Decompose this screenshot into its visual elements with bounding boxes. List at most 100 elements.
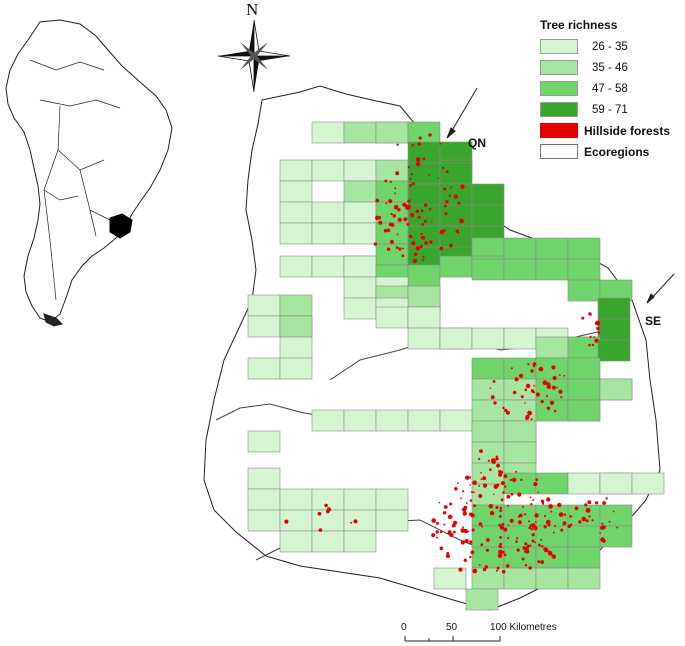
compass-north-dark [249,20,254,56]
grid-cell-37 [311,255,345,278]
hillside-forest-patch-259 [498,544,502,548]
hillside-forest-patch-93 [421,223,425,226]
hillside-forest-patch-340 [584,503,588,507]
compass-diagonals-2 [240,42,268,70]
hillside-forest-patch-97 [465,502,468,505]
hillside-forest-patch-212 [521,505,524,508]
grid-cell-34 [439,225,473,248]
hillside-forest-patch-43 [420,235,426,240]
hillside-forest-patch-94 [386,247,391,251]
hillside-forest-patch-48 [415,157,421,162]
hillside-forest-patch-351 [325,504,328,507]
grid-cell-95 [567,378,601,401]
hillside-forest-patch-323 [588,515,591,518]
hillside-forest-patch-237 [528,520,531,523]
hillside-forest-patch-267 [551,554,556,559]
grid-cell-152 [567,546,601,569]
hillside-forest-patch-50 [409,212,415,218]
hillside-forest-patch-100 [529,496,532,499]
hillside-forest-patch-213 [517,520,523,525]
grid-cell-46 [343,255,377,278]
hillside-forest-patch-260 [470,491,474,494]
hillside-forest-patch-142 [503,553,507,557]
hillside-forest-patch-226 [482,476,487,481]
grid-cell-158 [465,588,499,611]
legend-row-class-1: 26 - 35 [540,36,680,57]
grid-cell-2 [343,121,377,144]
hillside-forest-patch-145 [528,566,532,570]
grid-cell-128 [311,488,345,511]
hillside-forest-patch-64 [378,220,383,225]
hillside-forest-patch-138 [451,524,456,528]
grid-cell-94 [535,378,569,401]
hillside-forest-patch-209 [469,540,473,544]
hillside-forest-patch-241 [484,565,489,569]
grid-cell-27 [439,204,473,227]
hillside-forest-patch-342 [612,510,615,513]
hillside-forest-patch-261 [457,482,459,485]
grid-cell-98 [471,399,505,422]
grid-cell-86 [279,357,313,380]
hillside-forest-patch-13 [394,187,397,190]
hillside-forest-patch-187 [541,502,545,505]
grid-cell-92 [471,378,505,401]
hillside-forest-patch-287 [527,410,532,416]
hillside-forest-patch-203 [540,560,545,564]
hillside-forest-patch-295 [563,374,566,377]
hillside-forest-patch-20 [386,228,391,233]
hillside-forest-patch-258 [543,525,547,529]
hillside-forest-patch-320 [554,409,557,413]
hillside-forest-patch-158 [524,542,528,546]
hillside-forest-patch-336 [595,501,599,505]
hillside-forest-patch-306 [518,373,524,378]
hillside-forest-patch-235 [431,533,436,538]
hillside-forest-patch-157 [505,564,510,568]
hillside-forest-patch-373 [489,468,492,472]
region-label-se: SE [645,314,662,328]
scale-bar [404,636,501,642]
hillside-forest-patch-178 [523,550,527,553]
hillside-forest-patch-333 [585,508,591,513]
hillside-forest-patch-62 [384,179,388,183]
hillside-forest-patch-244 [442,511,447,515]
grid-cell-73 [407,327,441,350]
hillside-forest-patch-69 [450,186,453,189]
hillside-forest-patch-26 [460,184,465,189]
hillside-forest-patch-352 [326,509,330,514]
grid-cell-60 [567,279,601,302]
hillside-forest-patch-312 [525,416,529,420]
hillside-forest-patch-217 [453,520,458,525]
hillside-forest-patch-275 [520,478,523,481]
grid-cell-54 [567,258,601,281]
grid-cell-127 [279,488,313,511]
hillside-forest-patch-177 [453,530,456,534]
grid-cell-13 [279,180,313,203]
grid-cell-4 [375,121,409,144]
hillside-forest-patch-115 [438,501,441,504]
hillside-forest-patch-46 [442,229,446,233]
hillside-forest-patch-37 [396,143,399,146]
hillside-forest-patch-181 [486,538,490,542]
grid-cell-43 [503,237,537,260]
hillside-forest-patch-337 [601,522,604,525]
legend: Tree richness 26 - 35 35 - 46 47 - 58 59… [540,18,680,162]
grid-cell-81 [535,336,569,359]
grid-cell-148 [343,530,377,553]
grid-cell-147 [311,530,345,553]
hillside-forest-patch-216 [524,513,527,516]
hillside-forest-patch-101 [530,503,533,506]
hillside-forest-patch-311 [540,400,544,404]
hillside-forest-layer [284,133,619,574]
hillside-forest-patch-23 [390,212,393,216]
grid-cell-75 [439,327,473,350]
hillside-forest-patch-366 [589,313,592,316]
grid-cell-124 [599,472,633,495]
hillside-forest-patch-21 [443,187,447,191]
grid-cell-155 [535,567,569,590]
hillside-forest-patch-242 [462,526,464,529]
hillside-forest-patch-208 [516,537,519,540]
hillside-forest-patch-328 [599,532,602,534]
hillside-forest-patch-332 [605,497,608,500]
hillside-forest-patch-222 [498,515,502,518]
region-arrows [446,87,675,304]
